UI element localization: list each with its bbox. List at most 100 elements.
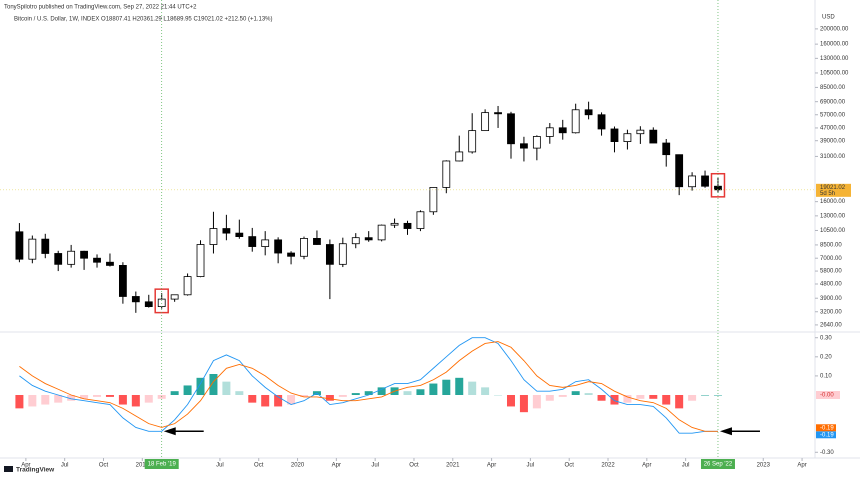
histogram-bar	[713, 395, 722, 396]
candle-body	[623, 133, 632, 142]
candle-body	[507, 113, 515, 145]
histogram-bar	[274, 395, 283, 407]
candle-body	[701, 175, 709, 187]
histogram-bar	[455, 377, 464, 395]
histogram-bar	[545, 395, 554, 401]
histogram-bar	[442, 379, 451, 395]
candle-body	[429, 187, 438, 213]
histogram-bar	[325, 395, 334, 401]
candle-body	[274, 239, 283, 254]
series-last-box	[816, 424, 836, 432]
histogram-bar	[532, 395, 541, 409]
y-tick-label: 7000.00	[820, 256, 842, 262]
x-tick-label: Apr	[487, 463, 496, 469]
y-tick-label: 3200.00	[820, 309, 842, 315]
x-tick-label: Apr	[21, 463, 30, 469]
series-last-label: -0.19	[820, 425, 834, 431]
histogram-bar	[701, 395, 710, 396]
candle-body	[131, 296, 140, 303]
histogram-bar	[468, 381, 477, 395]
y-tick-label: -0.30	[820, 450, 834, 456]
histogram-bar	[105, 395, 114, 397]
series-last-box	[816, 431, 836, 439]
histogram-bar	[118, 395, 127, 405]
candle-body	[649, 129, 658, 144]
candle-body	[248, 236, 257, 247]
x-tick-label: 2022	[601, 463, 615, 469]
date-marker-box	[144, 459, 179, 469]
histogram-bar	[416, 389, 425, 395]
candle-body	[54, 253, 63, 265]
currency: USD	[822, 15, 835, 21]
last-price-label: 19021.02	[820, 185, 846, 191]
y-tick-label: 130000.00	[820, 56, 849, 62]
candle-body	[532, 136, 541, 149]
candle-body	[481, 112, 490, 132]
histogram-bar	[519, 395, 528, 413]
histogram-bar	[300, 395, 309, 397]
candle-body	[338, 243, 347, 265]
histogram-bar	[28, 395, 37, 407]
candle-body	[558, 127, 567, 134]
y-tick-label: 13000.00	[820, 213, 846, 219]
histogram-last-box	[816, 391, 840, 399]
histogram-bar	[558, 395, 567, 397]
candle-body	[468, 130, 477, 153]
candle-body	[377, 224, 386, 241]
author-line: TonySpilotro published on TradingView.co…	[4, 5, 197, 11]
countdown-label: 5d 5h	[820, 191, 835, 197]
candle-body	[675, 154, 684, 188]
x-tick-label: Apr	[642, 463, 651, 469]
date-marker-label: 18 Feb '19	[148, 462, 177, 468]
candle-body	[636, 129, 645, 135]
histogram-bar	[131, 395, 140, 407]
histogram-bar	[597, 395, 606, 401]
y-tick-label: 57000.00	[820, 112, 846, 118]
candle-body	[416, 211, 425, 229]
date-marker-box	[700, 459, 735, 469]
x-tick-label: Apr	[332, 463, 341, 469]
candle-body	[545, 127, 554, 137]
candle-body	[494, 112, 502, 115]
x-tick-label: 2019	[136, 463, 150, 469]
y-tick-label: 10500.00	[820, 228, 846, 234]
candle-body	[403, 222, 412, 229]
candle-body	[313, 238, 321, 245]
histogram-bar	[481, 387, 490, 395]
candle-body	[80, 250, 88, 259]
histogram-bar	[222, 381, 231, 395]
histogram-bar	[93, 395, 102, 397]
x-tick-label: Jul	[682, 463, 690, 469]
y-tick-label: 3900.00	[820, 296, 842, 302]
candle-body	[325, 244, 334, 265]
histogram-bar	[662, 395, 671, 405]
histogram-bar	[235, 391, 244, 395]
x-tick-label: Oct	[565, 463, 575, 469]
x-tick-label: Oct	[254, 463, 264, 469]
histogram-last-label: -0.00	[820, 393, 834, 399]
y-tick-label: 2640.00	[820, 322, 842, 328]
candle-body	[209, 228, 218, 245]
candle-body	[93, 257, 101, 263]
candle-body	[183, 276, 192, 296]
x-tick-label: 2021	[446, 463, 460, 469]
arrow-head	[719, 427, 732, 436]
x-tick-label: Jul	[371, 463, 379, 469]
y-tick-label: 85000.00	[820, 85, 846, 91]
histogram-bar	[636, 395, 645, 399]
histogram-bar	[623, 395, 632, 403]
x-tick-label: Oct	[409, 463, 419, 469]
candle-body	[571, 109, 580, 134]
candle-body	[455, 151, 464, 162]
histogram-bar	[610, 395, 619, 405]
histogram-bar	[196, 377, 205, 395]
histogram-bar	[506, 395, 515, 407]
candle-body	[261, 239, 270, 247]
y-tick-label: 5800.00	[820, 269, 842, 275]
histogram-bar	[688, 395, 697, 401]
histogram-bar	[403, 391, 412, 395]
highlight-box	[710, 172, 726, 198]
histogram-bar	[571, 391, 580, 395]
y-tick-label: 16000.00	[820, 199, 846, 205]
candle-body	[144, 301, 153, 308]
